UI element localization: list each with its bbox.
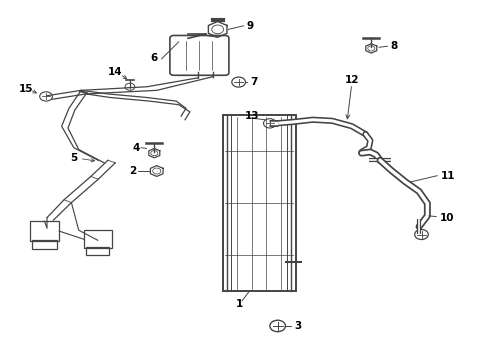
Bar [86,247,109,255]
Bar [30,221,59,241]
Text: 6: 6 [150,53,158,63]
Text: 1: 1 [236,299,243,309]
Text: 9: 9 [246,21,254,31]
Text: 11: 11 [440,171,454,181]
Text: 4: 4 [132,143,140,153]
Text: 3: 3 [294,321,302,331]
Text: 2: 2 [129,166,136,176]
Bar [222,116,295,291]
Text: 13: 13 [244,111,259,121]
Text: 7: 7 [250,77,257,87]
Bar [32,240,57,249]
Bar [222,116,233,291]
Text: 14: 14 [108,67,122,77]
Bar [83,230,112,248]
Text: 12: 12 [344,75,358,85]
Text: 10: 10 [439,213,453,222]
Text: 5: 5 [70,153,78,163]
Text: 15: 15 [19,84,34,94]
Text: 8: 8 [390,41,397,51]
